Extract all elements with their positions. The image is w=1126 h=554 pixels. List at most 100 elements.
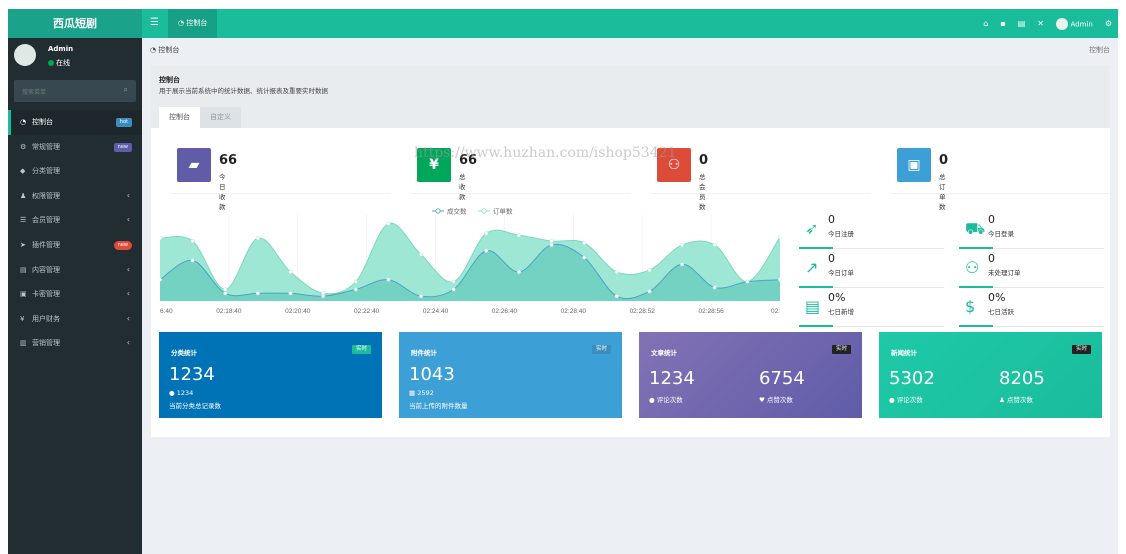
menu-search[interactable]: 搜索菜单 ⌕ (14, 80, 136, 102)
menu-item-icon: ☰ (20, 216, 27, 225)
data-point[interactable] (160, 277, 163, 282)
data-point[interactable] (419, 294, 424, 299)
data-point[interactable] (777, 235, 780, 240)
x-tick-label: 02:24:40 (423, 308, 449, 315)
menu-item-icon: ¥ (20, 314, 25, 323)
data-point[interactable] (614, 294, 619, 299)
data-point[interactable] (353, 279, 358, 284)
card-title: 新闻统计 (891, 349, 917, 357)
data-point[interactable] (712, 285, 717, 290)
user-menu[interactable]: Admin (1055, 17, 1093, 30)
mini-stat: ↗ 0 今日订单 (799, 250, 944, 288)
progress-bar (959, 286, 1104, 288)
book-icon: ▰ (177, 148, 211, 182)
chevron-left-icon: ‹ (126, 264, 130, 274)
data-point[interactable] (223, 287, 228, 292)
comment-icon: ● (889, 396, 897, 404)
card-desc: 当前分类总记录数 (169, 402, 221, 410)
data-point[interactable] (419, 252, 424, 257)
list-icon: ▤ (805, 297, 821, 316)
data-point[interactable] (549, 242, 554, 247)
legend-label[interactable]: 成交数 (447, 207, 467, 216)
data-point[interactable] (190, 258, 195, 263)
data-point[interactable] (549, 239, 554, 244)
mini-stat-value: 0 (988, 213, 995, 226)
data-point[interactable] (190, 239, 195, 244)
menu-toggle-icon[interactable]: ☰ (150, 17, 159, 28)
data-point[interactable] (353, 287, 358, 292)
data-point[interactable] (223, 291, 228, 296)
app-logo[interactable]: 西瓜短剧 (8, 9, 142, 38)
topbar: ☰ ◔ 控制台 ⌂ ▪ ▤ ✕ Admin ⚙ (142, 9, 1118, 38)
settings-icon[interactable]: ⚙ (1104, 19, 1112, 28)
stat-value: 0 (699, 153, 709, 168)
language-icon[interactable]: ▤ (1017, 19, 1026, 28)
legend-label[interactable]: 订单数 (493, 207, 513, 216)
card-value: 1234 (649, 368, 695, 389)
sidebar-item[interactable]: ▣ 卡密管理 ‹ (8, 282, 142, 307)
data-point[interactable] (516, 269, 521, 275)
data-point[interactable] (484, 248, 489, 253)
sidebar-item[interactable]: ☰ 会员管理 ‹ (8, 208, 142, 233)
data-point[interactable] (484, 231, 489, 236)
fullscreen-icon[interactable]: ✕ (1037, 19, 1044, 28)
data-point[interactable] (451, 287, 456, 292)
dashboard-icon: ◔ (178, 19, 187, 27)
search-input[interactable]: 搜索菜单 (22, 89, 47, 96)
sidebar-item[interactable]: ◔ 控制台 hot (8, 110, 142, 135)
sidebar-item[interactable]: ⚙ 常规管理 new (8, 135, 142, 160)
data-point[interactable] (451, 279, 456, 284)
data-point[interactable] (386, 277, 391, 282)
data-point[interactable] (745, 279, 750, 284)
x-tick-label: 02:18:40 (216, 308, 242, 315)
tab-dashboard[interactable]: ◔ 控制台 (168, 9, 218, 38)
data-point[interactable] (321, 294, 326, 299)
card-desc: 当前上传的附件数量 (409, 402, 468, 410)
data-point[interactable] (582, 240, 587, 246)
tab-dashboard[interactable]: 控制台 (159, 107, 200, 128)
data-point[interactable] (680, 262, 685, 267)
data-point[interactable] (582, 255, 587, 260)
chevron-left-icon: ‹ (126, 313, 130, 323)
home-icon[interactable]: ⌂ (983, 19, 989, 28)
data-point[interactable] (647, 268, 652, 273)
data-point[interactable] (288, 291, 293, 296)
data-point[interactable] (516, 233, 521, 238)
sidebar-item-label: 用户财务 (32, 314, 60, 323)
users-icon: ⚇ (657, 148, 691, 182)
x-tick-label: 02:22:40 (354, 308, 380, 315)
sidebar-item[interactable]: ◆ 分类管理 (8, 159, 142, 184)
data-point[interactable] (386, 221, 391, 226)
data-point[interactable] (777, 277, 780, 282)
sidebar-item-label: 常规管理 (32, 142, 60, 151)
search-icon[interactable]: ⌕ (123, 85, 128, 94)
data-point[interactable] (712, 242, 717, 247)
data-point[interactable] (288, 269, 293, 275)
realtime-badge: 实时 (1071, 345, 1091, 354)
chevron-left-icon: ‹ (126, 289, 130, 299)
data-point[interactable] (614, 269, 619, 275)
sidebar-item[interactable]: ¥ 用户财务 ‹ (8, 307, 142, 332)
data-point[interactable] (160, 236, 163, 241)
sidebar-item[interactable]: ▥ 营销管理 ‹ (8, 331, 142, 356)
trash-icon[interactable]: ▪ (1000, 19, 1006, 28)
data-point[interactable] (647, 289, 652, 294)
data-point[interactable] (680, 242, 685, 247)
topbar-actions: ⌂ ▪ ▤ ✕ Admin ⚙ (983, 9, 1112, 38)
data-point[interactable] (255, 291, 260, 296)
data-point[interactable] (255, 236, 260, 241)
chevron-left-icon: ‹ (126, 190, 130, 200)
sidebar-item[interactable]: ➤ 插件管理 new (8, 233, 142, 258)
divider (171, 193, 391, 194)
mini-stat: ➶ 0 今日注册 (799, 211, 944, 249)
tab-custom[interactable]: 自定义 (200, 107, 241, 128)
card-title: 文章统计 (651, 349, 677, 357)
mini-stat-label: 七日新增 (828, 308, 854, 316)
series-line (160, 243, 780, 300)
mini-stat-label: 今日订单 (828, 269, 854, 277)
sidebar-item[interactable]: ▤ 内容管理 ‹ (8, 258, 142, 283)
page-description: 用于展示当前系统中的统计数据、统计报表及重要实时数据 (159, 87, 328, 95)
mini-stat-label: 今日注册 (828, 230, 854, 238)
card-value-secondary: 6754 (759, 368, 805, 389)
sidebar-item[interactable]: ♟ 权限管理 ‹ (8, 184, 142, 209)
